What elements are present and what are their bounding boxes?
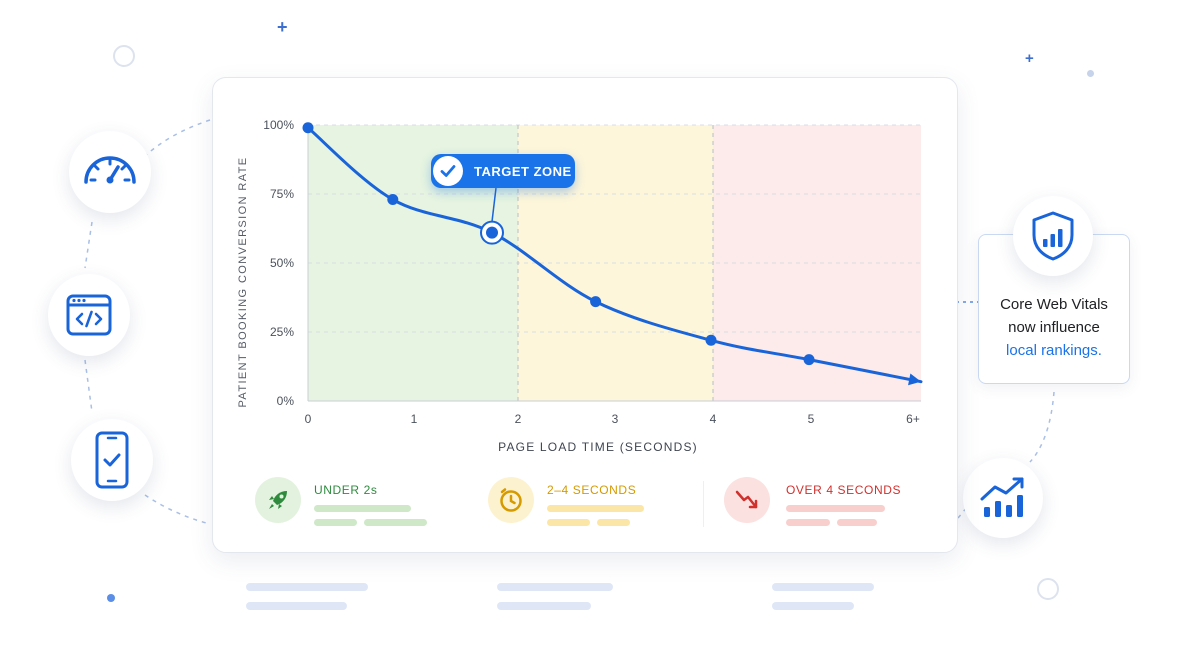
shield-chart-icon (1032, 211, 1074, 261)
growth-chart-icon (980, 477, 1024, 517)
legend-bar (364, 519, 427, 526)
skeleton-line (497, 602, 591, 610)
y-tick-label: 50% (269, 256, 294, 270)
legend-icon-2-4s (488, 477, 534, 523)
legend-icon-under-2s (255, 477, 301, 523)
legend-bar (786, 505, 885, 512)
smartphone-bubble (71, 419, 153, 501)
speedometer-bubble (69, 131, 151, 213)
legend-label-under-2s: UNDER 2s (314, 483, 378, 497)
legend-icon-over-4s (724, 477, 770, 523)
skeleton-line (497, 583, 613, 591)
legend-divider (703, 481, 704, 527)
x-tick-label: 4 (709, 412, 717, 426)
legend-bar (547, 519, 590, 526)
speedometer-icon (84, 156, 136, 184)
arrowhead (908, 373, 921, 386)
x-tick-label: 0 (304, 412, 312, 426)
data-point (803, 354, 815, 366)
plus-decoration: + (1025, 50, 1034, 67)
x-tick-label: 5 (807, 412, 815, 426)
y-axis-title: PATIENT BOOKING CONVERSION RATE (237, 156, 249, 408)
legend-bar (786, 519, 830, 526)
info-line-2: now influence (1008, 319, 1100, 336)
skeleton-line (246, 583, 368, 591)
data-point (705, 334, 717, 346)
dot-decoration (1087, 70, 1094, 77)
legend-bar (597, 519, 630, 526)
info-highlight: local rankings. (1006, 342, 1102, 359)
legend-bar (314, 505, 411, 512)
y-tick-label: 0% (276, 394, 294, 408)
zone-band (713, 125, 921, 401)
x-tick-label: 3 (611, 412, 619, 426)
data-point (387, 194, 399, 206)
code-window-icon (66, 294, 112, 336)
code-window-bubble (48, 274, 130, 356)
x-axis-title: PAGE LOAD TIME (SECONDS) (498, 440, 698, 454)
skeleton-line (772, 602, 854, 610)
highlight-point (486, 226, 498, 239)
target-zone-label: TARGET ZONE (474, 164, 572, 179)
smartphone-check-icon (95, 431, 129, 489)
shield-bubble (1013, 196, 1093, 276)
legend-bar (837, 519, 877, 526)
x-tick-label: 1 (410, 412, 418, 426)
data-point (590, 296, 602, 308)
legend-bar (547, 505, 644, 512)
y-tick-label: 100% (263, 118, 294, 132)
check-icon (440, 165, 456, 177)
rocket-icon (269, 491, 287, 509)
y-tick-label: 25% (269, 325, 294, 339)
skeleton-line (246, 602, 347, 610)
x-tick-label: 2 (514, 412, 522, 426)
legend-label-2-4s: 2–4 SECONDS (547, 483, 637, 497)
dot-decoration (107, 594, 115, 602)
check-circle (433, 156, 463, 186)
skeleton-line (772, 583, 874, 591)
trend-down-icon (735, 490, 758, 509)
target-callout-line (491, 187, 497, 222)
x-tick-label: 6+ (906, 412, 920, 426)
info-text: Core Web Vitals now influence local rank… (978, 293, 1130, 362)
clock-icon (500, 488, 522, 512)
info-line-1: Core Web Vitals (1000, 296, 1108, 313)
growth-chart-bubble (963, 458, 1043, 538)
y-tick-label: 75% (269, 187, 294, 201)
ring-decoration (1037, 578, 1059, 600)
plus-decoration: + (277, 17, 288, 37)
legend-label-over-4s: OVER 4 SECONDS (786, 483, 902, 497)
data-point (302, 122, 314, 134)
legend-bar (314, 519, 357, 526)
target-zone-badge: TARGET ZONE (431, 154, 575, 188)
ring-decoration (113, 45, 135, 67)
